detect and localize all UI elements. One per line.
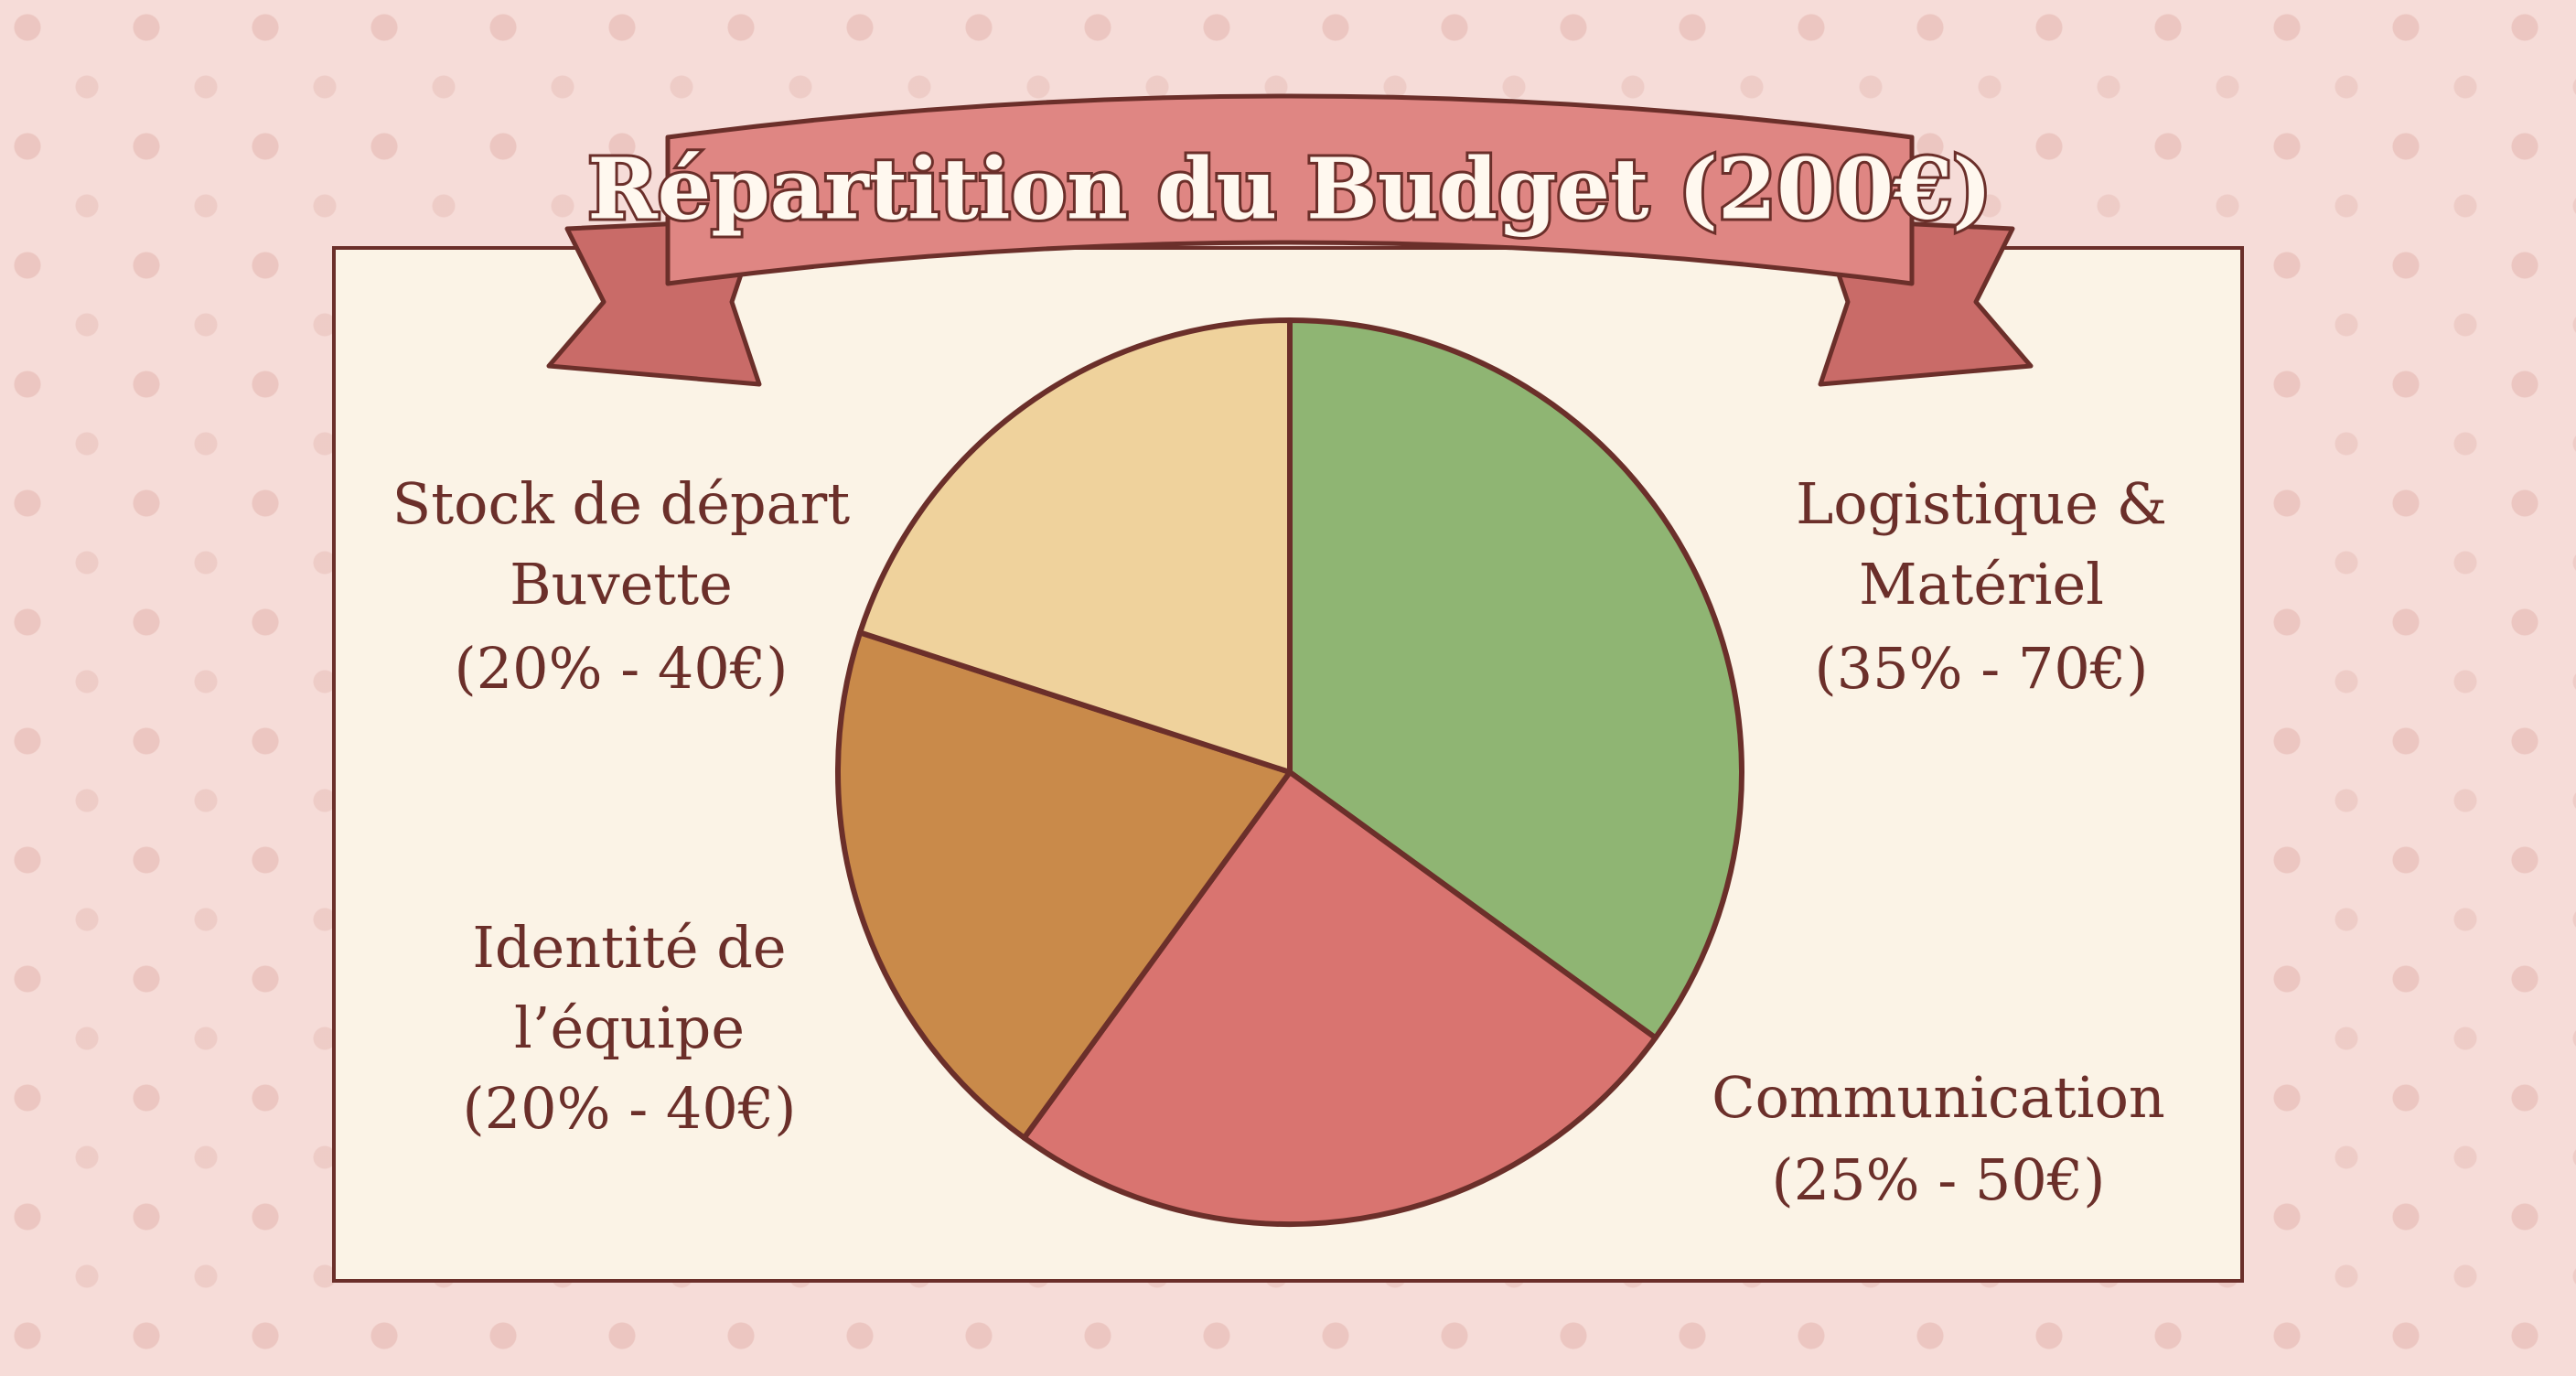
pie-slice bbox=[1021, 769, 1658, 1227]
slice-label: Identité de l’équipe bbox=[472, 914, 787, 1061]
slice-label: Communication bbox=[1712, 1064, 2165, 1131]
slice-label: Stock de départ Buvette bbox=[392, 470, 851, 618]
slice-value-label: (20% - 40€) bbox=[462, 1075, 797, 1142]
banner bbox=[546, 93, 2034, 387]
slice-value-label: (35% - 70€) bbox=[1814, 635, 2149, 702]
pie-slice bbox=[835, 629, 1293, 1141]
slice-value-label: (20% - 40€) bbox=[454, 635, 789, 702]
chart-title: Répartition du Budget (200€) bbox=[587, 140, 1991, 239]
slice-label: Logistique & Matériel bbox=[1796, 470, 2167, 618]
pie-slice bbox=[1287, 317, 1744, 1041]
slice-value-label: (25% - 50€) bbox=[1771, 1146, 2106, 1213]
pie-slice bbox=[857, 317, 1293, 775]
